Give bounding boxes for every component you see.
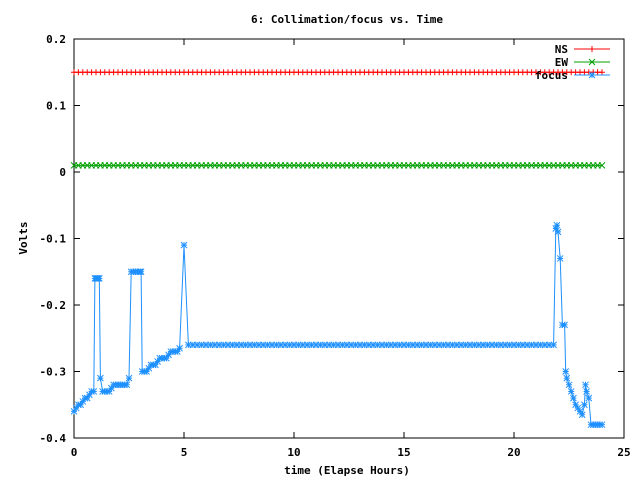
data-point [588,58,596,66]
data-point [582,381,589,389]
data-point [550,341,557,349]
legend-item: focus [535,69,610,82]
y-tick-label: -0.4 [40,432,67,445]
series-EW [70,161,606,169]
data-point [598,421,606,429]
data-point [588,71,596,79]
x-tick-label: 15 [397,446,410,459]
y-axis-label: Volts [17,221,30,254]
data-point [123,381,131,389]
legend-item: EW [555,56,610,69]
data-point [180,241,188,249]
y-tick-label: 0.1 [46,100,66,113]
data-point [581,401,588,409]
x-tick-label: 5 [181,446,188,459]
data-point [565,381,573,389]
data-point [143,368,150,375]
data-point [553,221,561,229]
data-point [137,268,145,276]
y-tick-label: 0 [59,166,66,179]
series-line [73,225,602,426]
y-tick-label: -0.1 [40,233,67,246]
data-point [554,228,562,236]
data-point [599,69,605,76]
x-tick-label: 10 [287,446,300,459]
series-NS [71,69,605,76]
legend-label: NS [555,43,568,56]
series-focus [70,221,606,429]
y-tick-label: 0.2 [46,33,66,46]
x-axis-label: time (Elapse Hours) [284,464,410,477]
data-point [598,161,606,169]
x-tick-label: 25 [617,446,630,459]
plot-series [70,69,606,429]
data-point [567,388,575,395]
data-point [570,394,577,402]
data-point [176,344,183,352]
data-point [589,46,595,52]
data-point [86,391,93,399]
data-point [97,374,104,382]
data-point [578,411,586,419]
data-point [125,374,133,382]
x-tick-label: 0 [71,446,78,459]
legend-label: focus [535,69,568,82]
y-tick-label: -0.2 [40,299,67,312]
x-tick-label: 20 [507,446,520,459]
data-point [90,388,98,395]
plot-frame [73,38,625,439]
data-point [95,275,103,282]
y-tick-label: -0.3 [40,366,67,379]
data-point [585,394,593,402]
data-point [563,374,571,382]
legend-item: NS [555,43,610,56]
legend-label: EW [555,56,569,69]
data-point [561,321,568,329]
data-point [583,388,590,395]
chart-title: 6: Collimation/focus vs. Time [251,13,443,26]
data-point [556,255,564,262]
data-point [562,368,570,375]
axes: 0 5 10 15 20 25 -0.4 -0.3 -0.2 -0.1 0 0.1 0.2 [40,33,631,459]
